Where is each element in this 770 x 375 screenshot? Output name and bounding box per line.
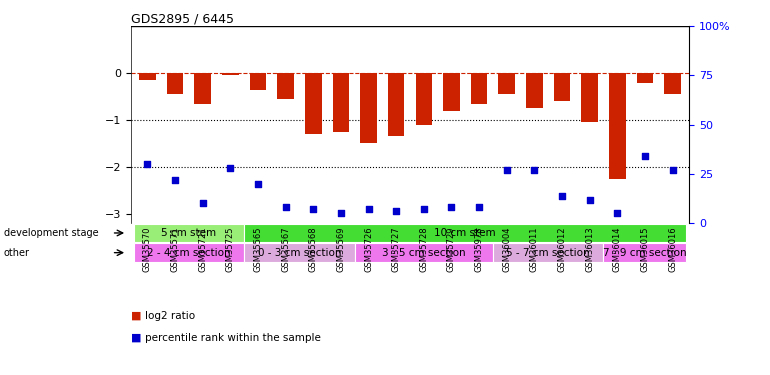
Text: GDS2895 / 6445: GDS2895 / 6445	[131, 12, 234, 25]
Bar	[222, 73, 239, 75]
Text: 3 - 5 cm section: 3 - 5 cm section	[382, 248, 466, 258]
Bar	[134, 243, 244, 262]
Text: development stage: development stage	[4, 228, 99, 238]
Point	[556, 193, 568, 199]
Text: other: other	[4, 248, 30, 258]
Text: GSM36012: GSM36012	[557, 227, 567, 272]
Text: ■: ■	[131, 333, 145, 343]
Text: GSM36011: GSM36011	[530, 227, 539, 272]
Point	[500, 167, 513, 173]
Bar	[416, 73, 432, 124]
Point	[335, 210, 347, 216]
Bar	[581, 73, 598, 122]
Text: GSM35567: GSM35567	[281, 227, 290, 272]
Text: 7 - 9 cm section: 7 - 9 cm section	[603, 248, 687, 258]
Bar	[244, 224, 686, 242]
Bar	[139, 73, 156, 80]
Text: GSM36016: GSM36016	[668, 227, 677, 272]
Point	[417, 206, 430, 212]
Bar	[167, 73, 183, 94]
Text: 0 - 3 cm section: 0 - 3 cm section	[258, 248, 341, 258]
Text: percentile rank within the sample: percentile rank within the sample	[145, 333, 320, 343]
Bar	[498, 73, 515, 94]
Point	[666, 167, 678, 173]
Point	[390, 209, 403, 214]
Bar	[470, 73, 487, 104]
Point	[363, 206, 375, 212]
Point	[445, 204, 457, 210]
Text: 2 - 4 cm section: 2 - 4 cm section	[147, 248, 231, 258]
Bar	[493, 243, 604, 262]
Text: GSM36015: GSM36015	[641, 227, 649, 272]
Point	[142, 161, 154, 167]
Bar	[244, 243, 355, 262]
Point	[169, 177, 181, 183]
Point	[252, 181, 264, 187]
Bar	[277, 73, 294, 99]
Bar	[249, 73, 266, 90]
Point	[196, 201, 209, 207]
Text: GSM36004: GSM36004	[502, 227, 511, 272]
Point	[528, 167, 541, 173]
Bar	[360, 73, 377, 144]
Bar	[604, 243, 686, 262]
Bar	[444, 73, 460, 111]
Point	[639, 153, 651, 159]
Bar	[637, 73, 653, 82]
Bar	[195, 73, 211, 104]
Text: GSM36013: GSM36013	[585, 227, 594, 272]
Text: ■: ■	[131, 310, 145, 321]
Bar	[355, 243, 493, 262]
Bar	[554, 73, 571, 101]
Point	[611, 210, 624, 216]
Bar	[305, 73, 322, 134]
Bar	[333, 73, 350, 132]
Point	[584, 196, 596, 202]
Text: 5 cm stem: 5 cm stem	[162, 228, 216, 238]
Bar	[526, 73, 543, 108]
Point	[307, 206, 320, 212]
Text: log2 ratio: log2 ratio	[145, 310, 195, 321]
Bar	[388, 73, 404, 136]
Text: GSM35978: GSM35978	[474, 227, 484, 272]
Point	[280, 204, 292, 210]
Text: GSM35570: GSM35570	[143, 227, 152, 272]
Point	[224, 165, 236, 171]
Text: GSM35569: GSM35569	[336, 227, 346, 272]
Text: GSM35726: GSM35726	[364, 227, 373, 272]
Text: GSM36014: GSM36014	[613, 227, 622, 272]
Text: GSM35729: GSM35729	[447, 227, 456, 272]
Text: 5 - 7 cm section: 5 - 7 cm section	[507, 248, 590, 258]
Text: GSM35568: GSM35568	[309, 227, 318, 272]
Text: GSM35727: GSM35727	[392, 227, 400, 272]
Text: GSM35725: GSM35725	[226, 227, 235, 272]
Text: 10 cm stem: 10 cm stem	[434, 228, 496, 238]
Bar	[665, 73, 681, 94]
Text: GSM35721: GSM35721	[198, 227, 207, 272]
Bar	[134, 224, 244, 242]
Text: GSM35565: GSM35565	[253, 227, 263, 272]
Text: GSM35728: GSM35728	[420, 227, 428, 272]
Point	[473, 204, 485, 210]
Text: GSM35571: GSM35571	[171, 227, 179, 272]
Bar	[609, 73, 625, 178]
